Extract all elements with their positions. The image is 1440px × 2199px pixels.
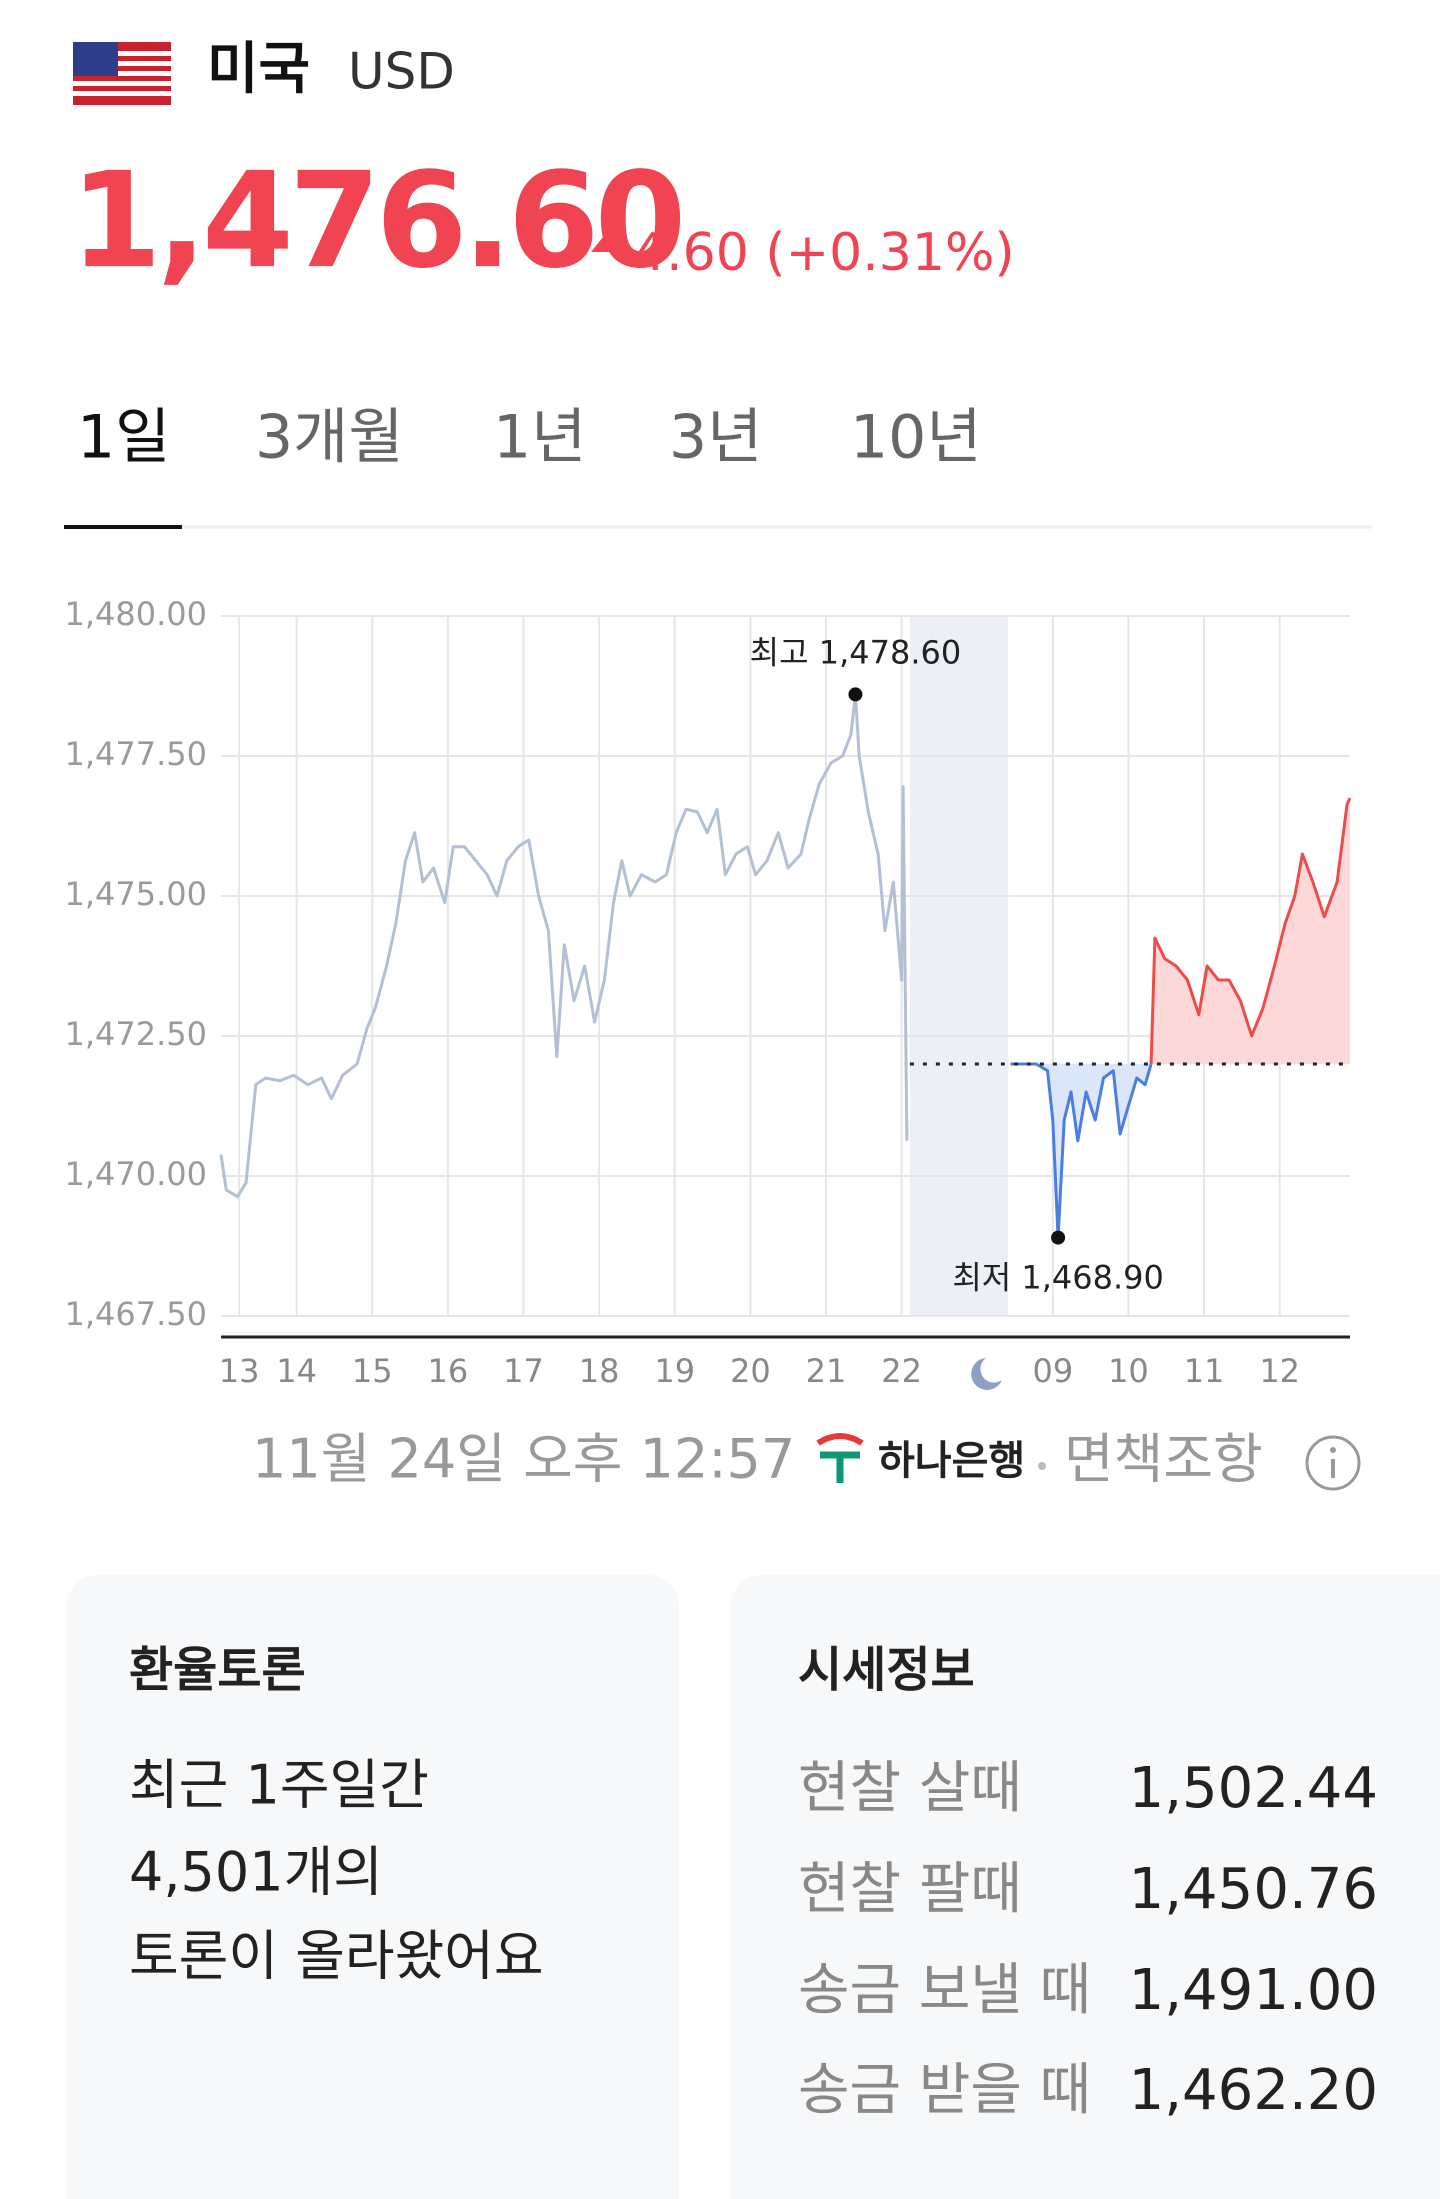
x-tick-label: 12 xyxy=(1259,1352,1300,1390)
currency: USD xyxy=(348,43,455,101)
card-text: 최근 1주일간 xyxy=(129,1754,429,1817)
x-tick-label: 09 xyxy=(1032,1352,1073,1390)
bank-name: 하나은행 xyxy=(878,1438,1025,1484)
bank-logo xyxy=(816,1433,864,1483)
y-tick-label: 1,472.50 xyxy=(65,1015,208,1053)
price-line xyxy=(1010,1062,1153,1240)
x-tick-label: 10 xyxy=(1108,1352,1149,1390)
price-line xyxy=(219,692,909,1199)
card-text: 토론이 올라왔어요 xyxy=(129,1925,544,1988)
x-tick-label: 15 xyxy=(352,1352,393,1390)
y-tick-label: 1,470.00 xyxy=(65,1155,208,1193)
info-icon[interactable] xyxy=(1305,1435,1361,1491)
night-band xyxy=(909,616,1009,1316)
card-title: 시세정보 xyxy=(798,1642,975,1698)
tab[interactable]: 1일 xyxy=(77,403,170,473)
separator xyxy=(1038,1462,1046,1470)
info-label: 송금 받을 때 xyxy=(798,2058,1091,2123)
price: 1,476.60 xyxy=(70,144,681,298)
x-tick-label: 16 xyxy=(427,1352,468,1390)
area-fill xyxy=(1151,798,1350,1064)
annotation: 최저 1,468.90 xyxy=(952,1259,1164,1297)
x-tick-label: 20 xyxy=(730,1352,771,1390)
y-tick-label: 1,475.00 xyxy=(65,875,208,913)
annotation: 최고 1,478.60 xyxy=(750,633,962,671)
card-title: 환율토론 xyxy=(129,1642,306,1698)
info-label: 현찰 살때 xyxy=(798,1756,1022,1821)
x-tick-label: 14 xyxy=(276,1352,317,1390)
price-change: 4.60 (+0.31%) xyxy=(633,223,1015,283)
x-tick-label: 18 xyxy=(579,1352,620,1390)
flag xyxy=(73,42,171,105)
x-tick-label: 11 xyxy=(1184,1352,1225,1390)
card[interactable] xyxy=(67,1575,679,2199)
tab[interactable]: 1년 xyxy=(493,403,586,473)
info-value: 1,491.00 xyxy=(1129,1958,1378,2023)
country: 미국 xyxy=(207,37,310,102)
info-value: 1,450.76 xyxy=(1129,1857,1378,1922)
x-tick-label: 21 xyxy=(806,1352,847,1390)
x-tick-label: 22 xyxy=(881,1352,922,1390)
x-tick-label: 17 xyxy=(503,1352,544,1390)
extreme-dot xyxy=(848,687,863,702)
x-tick-label: 19 xyxy=(654,1352,695,1390)
disclaimer[interactable]: 면책조항 xyxy=(1064,1428,1263,1491)
y-tick-label: 1,467.50 xyxy=(65,1295,208,1333)
chart: 1,467.50 1,470.00 1,472.50 1,475.00 1,477.50… xyxy=(65,595,1352,1390)
night-icon xyxy=(971,1358,1002,1390)
info-value: 1,502.44 xyxy=(1129,1756,1378,1821)
info-value: 1,462.20 xyxy=(1129,2058,1378,2123)
up-arrow xyxy=(591,237,616,252)
tab[interactable]: 10년 xyxy=(850,403,982,473)
extreme-dot xyxy=(1051,1230,1066,1245)
y-tick-label: 1,480.00 xyxy=(65,595,208,633)
timestamp: 11월 24일 오후 12:57 xyxy=(252,1428,795,1491)
price-line xyxy=(1149,797,1352,1065)
y-tick-label: 1,477.50 xyxy=(65,735,208,773)
card[interactable] xyxy=(731,1575,1440,2199)
area-fill xyxy=(1010,1064,1152,1238)
info-label: 송금 보낼 때 xyxy=(798,1958,1091,2023)
tab[interactable]: 3개월 xyxy=(255,403,404,473)
card-text: 4,501개의 xyxy=(129,1841,383,1904)
info-label: 현찰 팔때 xyxy=(798,1857,1022,1922)
x-tick-label: 13 xyxy=(219,1352,260,1390)
tab[interactable]: 3년 xyxy=(669,403,762,473)
